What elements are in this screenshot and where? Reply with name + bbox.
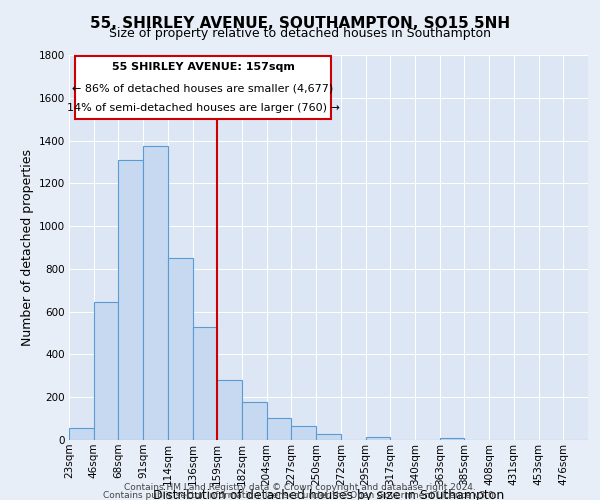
Text: Contains HM Land Registry data © Crown copyright and database right 2024.: Contains HM Land Registry data © Crown c… (124, 483, 476, 492)
Bar (143, 146, 168, 440)
Text: Size of property relative to detached houses in Southampton: Size of property relative to detached ho… (109, 28, 491, 40)
Text: 55 SHIRLEY AVENUE: 157sqm: 55 SHIRLEY AVENUE: 157sqm (112, 62, 295, 72)
Text: 55, SHIRLEY AVENUE, SOUTHAMPTON, SO15 5NH: 55, SHIRLEY AVENUE, SOUTHAMPTON, SO15 5N… (90, 16, 510, 31)
FancyBboxPatch shape (75, 56, 331, 119)
Bar (242, 402, 267, 440)
Bar (267, 418, 292, 440)
Bar (118, 160, 143, 440)
Y-axis label: Number of detached properties: Number of detached properties (22, 149, 34, 346)
Bar (217, 380, 242, 440)
Text: 14% of semi-detached houses are larger (760) →: 14% of semi-detached houses are larger (… (67, 103, 340, 113)
Bar (440, 438, 464, 440)
Bar (69, 428, 94, 440)
Text: ← 86% of detached houses are smaller (4,677): ← 86% of detached houses are smaller (4,… (73, 84, 334, 94)
Bar (292, 426, 316, 440)
Bar (193, 326, 217, 440)
Bar (365, 437, 390, 440)
Bar (316, 434, 341, 440)
Bar (168, 258, 193, 440)
Text: Contains public sector information licensed under the Open Government Licence v3: Contains public sector information licen… (103, 490, 497, 500)
X-axis label: Distribution of detached houses by size in Southampton: Distribution of detached houses by size … (153, 489, 504, 500)
Bar (94, 302, 118, 440)
